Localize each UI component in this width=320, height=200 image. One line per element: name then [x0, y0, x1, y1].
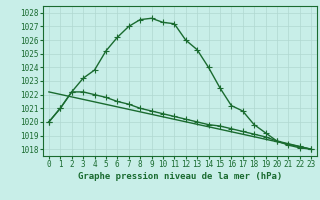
X-axis label: Graphe pression niveau de la mer (hPa): Graphe pression niveau de la mer (hPa) [78, 172, 282, 181]
